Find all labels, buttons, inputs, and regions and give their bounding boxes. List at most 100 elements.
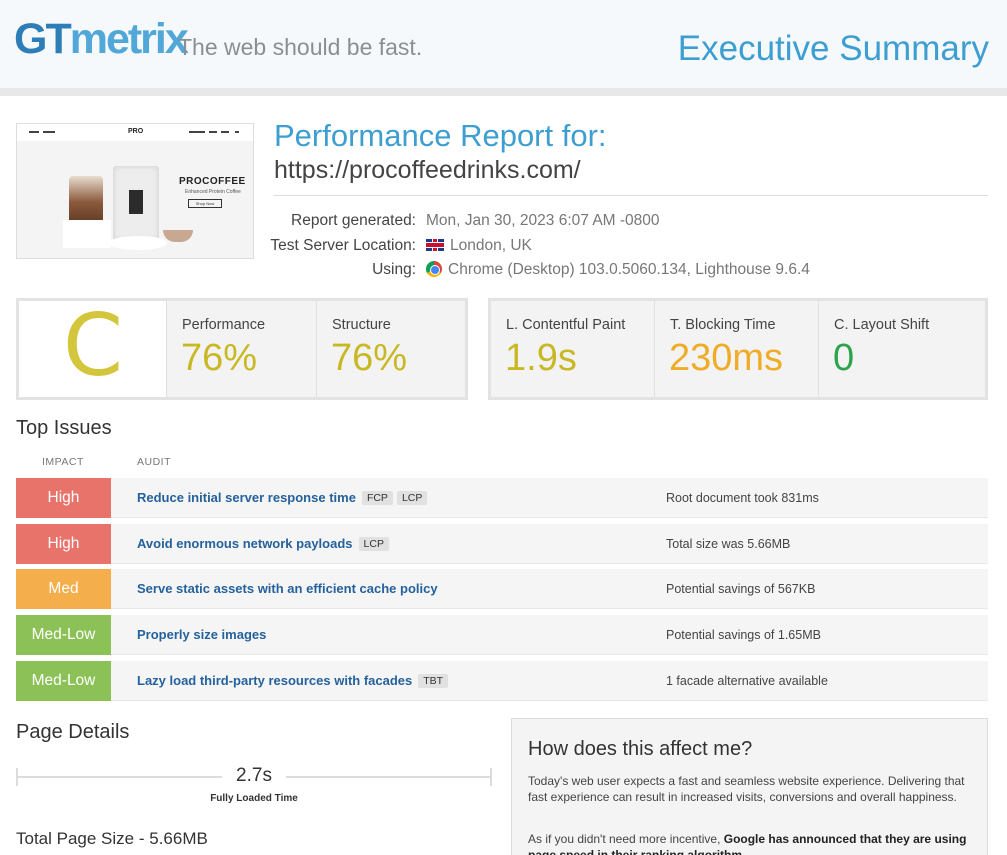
audit-result: Potential savings of 567KB [666,582,816,596]
score-value: 76% [331,337,408,379]
gtmetrix-scores-panel: C Performance 76% Structure 76% [16,298,468,400]
meta-label: Test Server Location: [270,236,416,254]
meta-value: London, UK [426,237,532,255]
audit-link[interactable]: Serve static assets with an efficient ca… [137,581,438,596]
thumbnail-cart-icon [235,131,239,133]
thumbnail-product-bag [113,166,159,240]
thumbnail-nav-link [43,131,55,133]
audit-link[interactable]: Lazy load third-party resources with fac… [137,673,449,688]
audit-result: Potential savings of 1.65MB [666,628,821,642]
metric-label: C. Layout Shift [834,317,930,333]
gtmetrix-logo[interactable]: GTmetrix [14,15,189,63]
performance-score: Performance 76% [167,301,317,397]
divider [274,195,988,196]
thumbnail-nav-link [189,131,205,133]
metric-tag: LCP [396,491,428,505]
affect-bold-text: Google has announced that they are using… [528,832,967,855]
metric-tag: LCP [358,537,389,551]
page-title: Executive Summary [677,29,989,68]
audit-result: Root document took 831ms [666,491,819,505]
audit-column-header: AUDIT [137,456,171,468]
affect-heading: How does this affect me? [528,738,753,760]
issues-table-header: IMPACT AUDIT [16,456,988,470]
logo-metrix: metrix [69,15,189,63]
server-location: London, UK [450,236,532,254]
page-details-heading: Page Details [16,721,130,743]
meta-value: Chrome (Desktop) 103.0.5060.134, Lightho… [426,261,810,279]
meta-label: Using: [372,261,416,278]
report-url[interactable]: https://procoffeedrinks.com/ [274,156,581,184]
score-label: Performance [182,317,266,333]
issue-row[interactable]: High Avoid enormous network payloads LCP … [16,524,988,564]
metric-value: 1.9s [505,337,577,379]
metric-value: 0 [833,337,855,379]
impact-badge: Med-Low [16,661,111,701]
audit-title: Reduce initial server response time [137,490,356,505]
thumbnail-nav-link [221,131,229,133]
top-issues-heading: Top Issues [16,417,112,439]
audit-link[interactable]: Reduce initial server response time FCP LC… [137,490,428,505]
audit-title: Lazy load third-party resources with fac… [137,673,413,688]
audit-link[interactable]: Avoid enormous network payloads LCP [137,536,389,551]
thumbnail-pedestal [63,220,111,248]
browser-info: Chrome (Desktop) 103.0.5060.134, Lightho… [448,261,810,278]
impact-column-header: IMPACT [42,456,84,468]
impact-badge: High [16,524,111,564]
report-meta: Report generated: Mon, Jan 30, 2023 6:07… [270,212,874,286]
logo-gt: GT [14,15,72,63]
grade-letter: C [62,296,124,396]
metric-label: L. Contentful Paint [506,317,626,333]
tbt-metric: T. Blocking Time 230ms [655,301,819,397]
cls-metric: C. Layout Shift 0 [819,301,985,397]
metric-tag: TBT [418,674,449,688]
impact-badge: Med-Low [16,615,111,655]
metric-tag: FCP [361,491,393,505]
affect-text: As if you didn't need more incentive, [528,832,724,846]
impact-badge: Med [16,569,111,609]
meta-row-generated: Report generated: Mon, Jan 30, 2023 6:07… [274,212,874,237]
thumbnail-nav-link [29,131,39,133]
chrome-icon [426,261,442,277]
audit-result: 1 facade alternative available [666,674,828,688]
affect-info-box: How does this affect me? Today's web use… [511,718,988,855]
metric-label: T. Blocking Time [670,317,776,333]
gtmetrix-grade: C [19,301,167,397]
report-title: Performance Report for: [274,118,607,153]
audit-link[interactable]: Properly size images [137,627,266,642]
affect-paragraph: Today's web user expects a fast and seam… [528,774,965,804]
site-screenshot-thumbnail: PRO PROCOFFEE Enhanced Protein Coffee Sh… [16,123,254,259]
score-value: 76% [181,337,258,379]
thumbnail-hero-button: Shop Now [188,199,222,208]
impact-badge: High [16,478,111,518]
tagline: The web should be fast. [178,34,423,60]
thumbnail-navbar: PRO [17,124,253,141]
report-date: Mon, Jan 30, 2023 6:07 AM -0800 [426,212,660,229]
thumbnail-pedestal [109,236,167,250]
meta-value: Mon, Jan 30, 2023 6:07 AM -0800 [426,212,660,230]
fully-loaded-label: Fully Loaded Time [210,793,298,804]
meta-row-location: Test Server Location: London, UK [270,237,874,262]
score-label: Structure [332,317,391,333]
lcp-metric: L. Contentful Paint 1.9s [491,301,655,397]
audit-title: Serve static assets with an efficient ca… [137,581,438,596]
affect-paragraph: As if you didn't need more incentive, Go… [528,832,974,855]
metric-value: 230ms [669,337,784,379]
issue-row[interactable]: Med Serve static assets with an efficien… [16,569,988,609]
audit-title: Avoid enormous network payloads [137,536,353,551]
audit-result: Total size was 5.66MB [666,537,791,551]
thumbnail-hero-subtitle: Enhanced Protein Coffee [185,189,241,195]
thumbnail-hero-brand: PROCOFFEE [179,176,246,187]
uk-flag-icon [426,238,444,251]
issue-row[interactable]: Med-Low Properly size images Potential s… [16,615,988,655]
thumbnail-nav-link [209,131,217,133]
header: GTmetrix The web should be fast. Executi… [0,0,1007,96]
audit-title: Properly size images [137,627,267,642]
issue-row[interactable]: Med-Low Lazy load third-party resources … [16,661,988,701]
issue-row[interactable]: High Reduce initial server response time… [16,478,988,518]
web-vitals-panel: L. Contentful Paint 1.9s T. Blocking Tim… [488,298,988,400]
meta-label: Report generated: [291,212,416,229]
fully-loaded-value: 2.7s [222,766,286,785]
structure-score: Structure 76% [317,301,465,397]
thumbnail-brand-logo: PRO [128,128,144,135]
meta-row-using: Using: Chrome (Desktop) 103.0.5060.134, … [274,261,874,286]
